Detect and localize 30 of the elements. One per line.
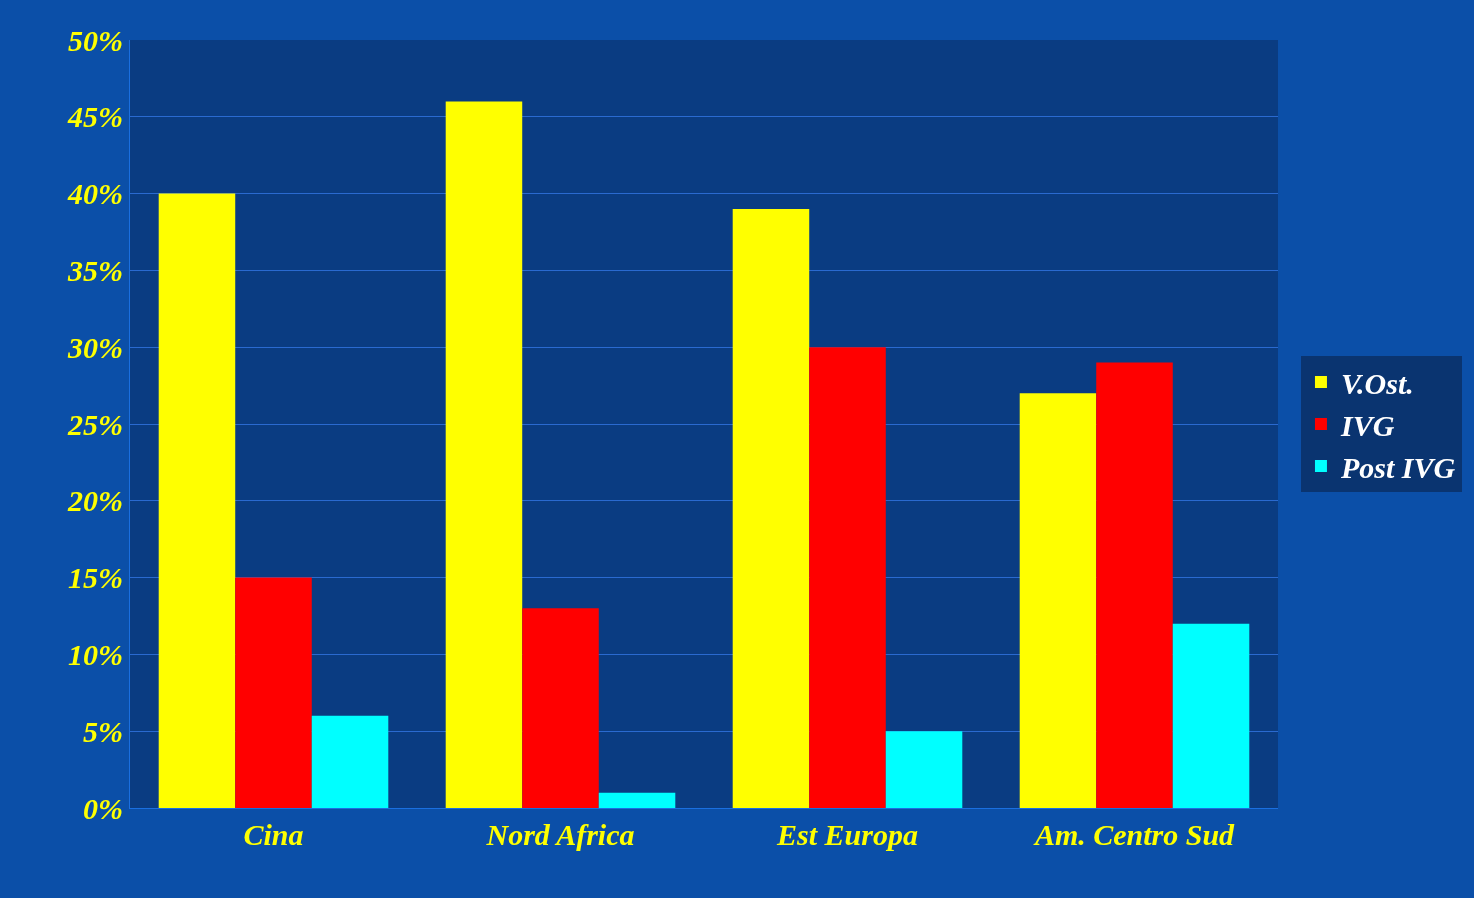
bar — [809, 347, 886, 808]
bar — [598, 792, 676, 808]
y-tick-label: 45% — [67, 100, 123, 134]
legend-label: V.Ost. — [1340, 366, 1414, 400]
y-tick-label: 10% — [68, 637, 123, 671]
legend-label: IVG — [1339, 408, 1395, 442]
x-tick-label: Est Europa — [776, 818, 918, 851]
y-tick-label: 15% — [68, 561, 123, 595]
bar — [885, 731, 963, 808]
bar — [1172, 623, 1250, 808]
y-tick-label: 50% — [68, 23, 123, 57]
y-tick-label: 0% — [83, 791, 123, 825]
y-tick-label: 30% — [67, 330, 123, 364]
x-tick-label: Nord Africa — [485, 818, 635, 851]
bar — [1096, 362, 1173, 808]
bar — [158, 193, 236, 808]
bar — [445, 101, 523, 808]
bar — [1019, 393, 1097, 808]
y-tick-label: 5% — [83, 714, 123, 748]
y-tick-label: 25% — [67, 407, 123, 441]
y-tick-label: 20% — [67, 484, 123, 518]
bar — [311, 715, 389, 808]
bar — [522, 608, 599, 808]
y-tick-label: 35% — [67, 253, 123, 287]
y-tick-label: 40% — [67, 177, 123, 211]
legend-label: Post IVG — [1339, 450, 1456, 484]
bar — [235, 577, 312, 808]
bar — [732, 208, 810, 808]
x-tick-label: Am. Centro Sud — [1032, 818, 1236, 851]
x-tick-label: Cina — [243, 818, 304, 851]
